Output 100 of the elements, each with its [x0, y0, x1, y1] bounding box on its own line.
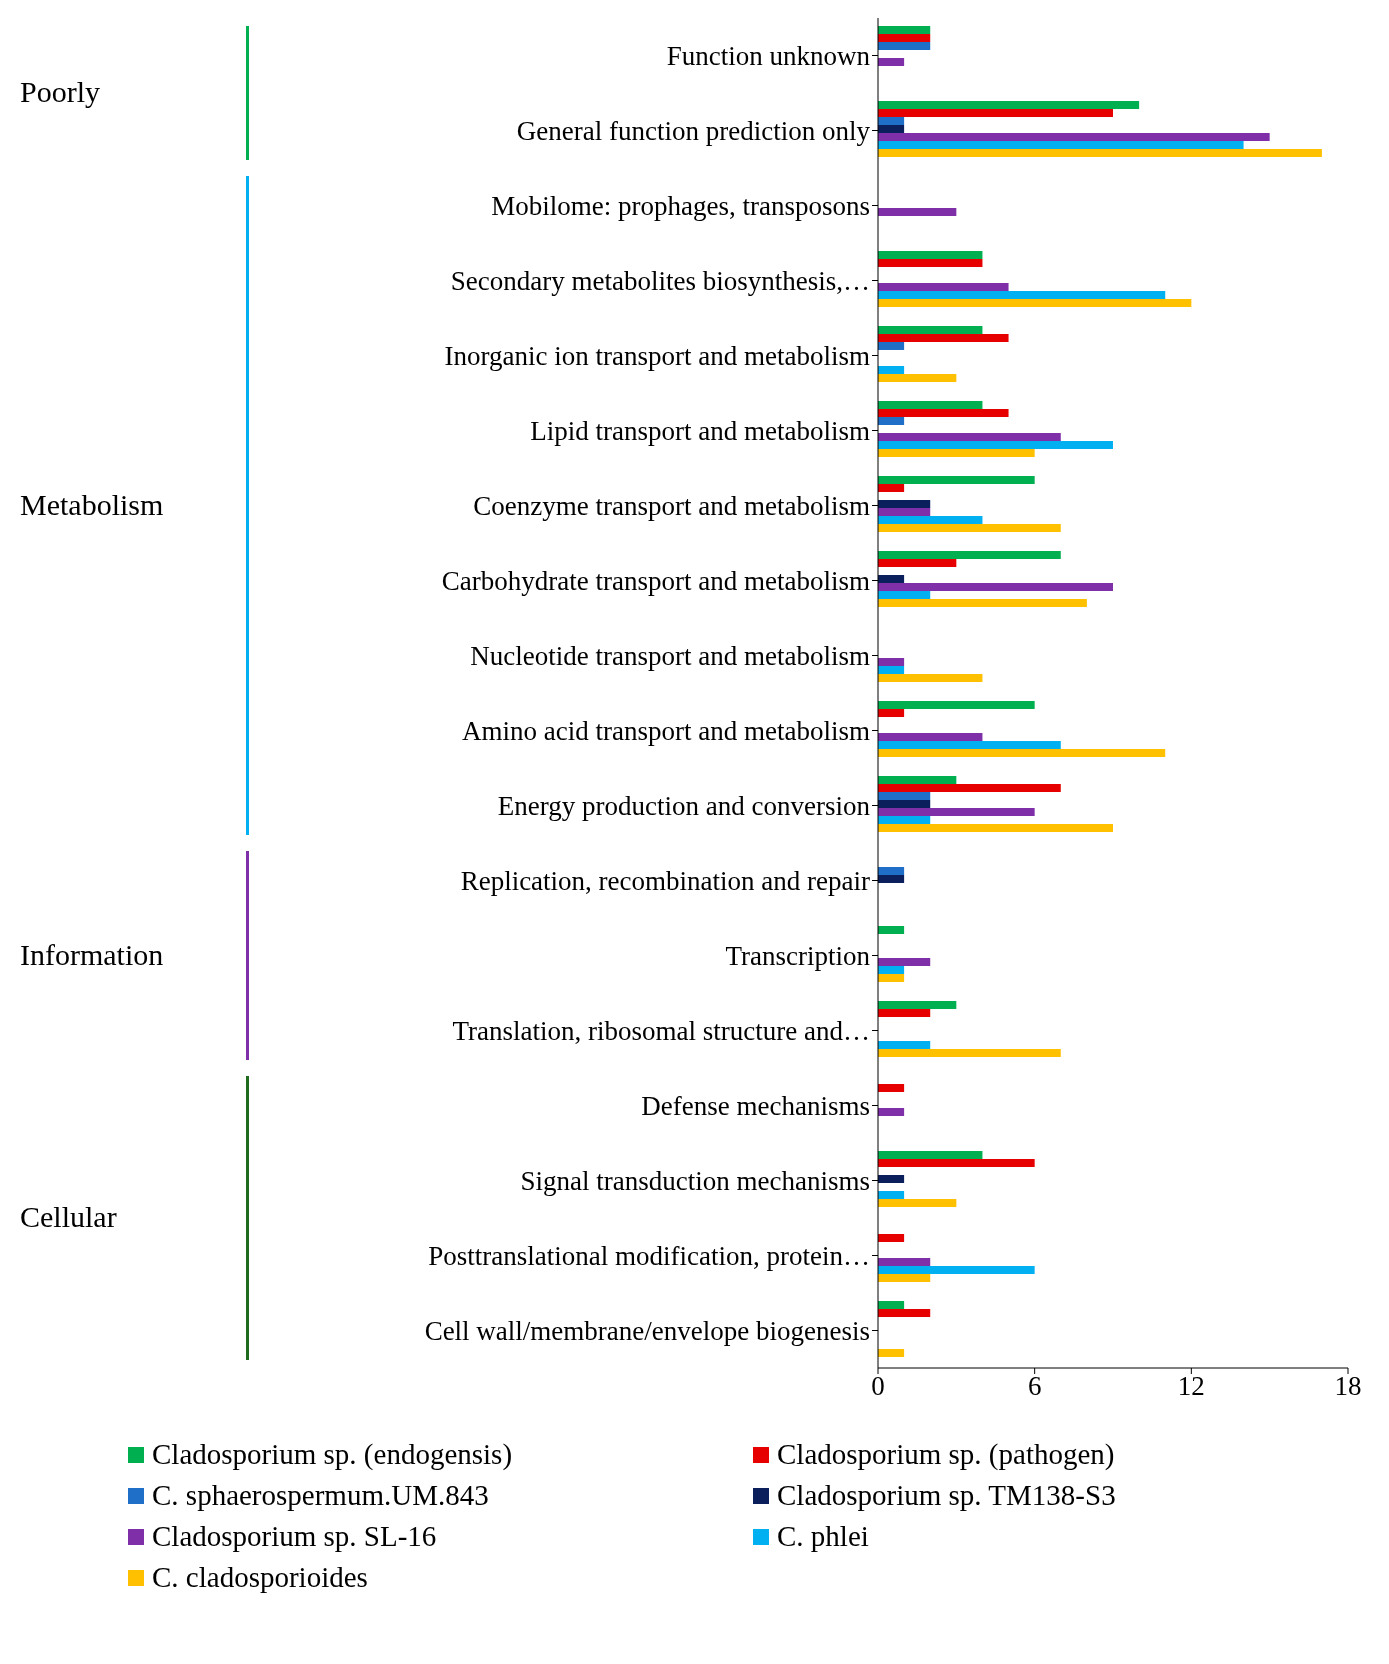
bar — [878, 1266, 1035, 1274]
legend-label: Cladosporium sp. (endogensis) — [152, 1438, 513, 1471]
bar — [878, 42, 931, 50]
bar — [878, 401, 983, 409]
bar — [878, 1009, 931, 1017]
bar — [878, 741, 1061, 749]
y-tick-label: Signal transduction mechanisms — [520, 1166, 870, 1197]
bar — [878, 366, 905, 374]
bar — [878, 926, 905, 934]
bar — [878, 342, 905, 350]
legend-label: C. phlei — [777, 1520, 869, 1553]
bar — [878, 776, 957, 784]
bar — [878, 524, 1061, 532]
y-tick-label: Secondary metabolites biosynthesis,… — [450, 266, 870, 297]
legend-label: Cladosporium sp. (pathogen) — [777, 1438, 1115, 1471]
bar — [878, 109, 1113, 117]
bar — [878, 974, 905, 982]
legend-label: C. sphaerospermum.UM.843 — [152, 1479, 489, 1512]
bar — [878, 800, 931, 808]
bar — [878, 784, 1061, 792]
bar — [878, 476, 1035, 484]
y-tick-label: Carbohydrate transport and metabolism — [441, 566, 870, 597]
bar — [878, 125, 905, 133]
bar — [878, 1159, 1035, 1167]
bar — [878, 1084, 905, 1092]
bar — [878, 291, 1166, 299]
x-tick-label: 0 — [871, 1371, 885, 1402]
bar — [878, 283, 1009, 291]
bar — [878, 259, 983, 267]
bar — [878, 733, 983, 741]
bar — [878, 516, 983, 524]
bar — [878, 1258, 931, 1266]
bar — [878, 484, 905, 492]
y-tick-label: Amino acid transport and metabolism — [462, 716, 870, 747]
bar — [878, 1301, 905, 1309]
bar — [878, 599, 1087, 607]
y-tick-label: Mobilome: prophages, transposons — [491, 191, 870, 222]
bar — [878, 709, 905, 717]
bar — [878, 417, 905, 425]
bar — [878, 1274, 931, 1282]
text: Cellular — [20, 1200, 117, 1234]
bar — [878, 966, 905, 974]
bar — [878, 500, 931, 508]
bar — [878, 208, 957, 216]
legend-label: Cladosporium sp. SL-16 — [152, 1520, 437, 1553]
bar — [878, 409, 1009, 417]
bar — [878, 1175, 905, 1183]
legend-label: C. cladosporioides — [152, 1561, 368, 1594]
bar — [878, 1041, 931, 1049]
y-tick-label: General function prediction only — [516, 116, 871, 147]
y-tick-label: Energy production and conversion — [497, 791, 871, 822]
bar — [878, 1199, 957, 1207]
bar — [878, 508, 931, 516]
x-tick-label: 6 — [1027, 1371, 1042, 1402]
bar — [878, 26, 931, 34]
y-tick-label: Replication, recombination and repair — [460, 866, 870, 897]
text: Metabolism — [20, 487, 164, 522]
bar — [878, 1349, 905, 1357]
bar — [878, 824, 1113, 832]
y-tick-label: Function unknown — [666, 41, 871, 72]
x-tick-label: 12 — [1177, 1371, 1205, 1402]
bar — [878, 117, 905, 125]
bar — [878, 1234, 905, 1242]
y-tick-label: Inorganic ion transport and metabolism — [444, 341, 870, 372]
bar — [878, 449, 1035, 457]
bar — [878, 334, 1009, 342]
bar — [878, 34, 931, 42]
bar — [878, 958, 931, 966]
bar — [878, 149, 1322, 157]
y-tick-label: Lipid transport and metabolism — [530, 416, 870, 447]
y-tick-label: Defense mechanisms — [641, 1091, 870, 1122]
bar — [878, 701, 1035, 709]
bar — [878, 374, 957, 382]
text: Poorly — [20, 75, 101, 109]
bar — [878, 1151, 983, 1159]
x-tick-label: 18 — [1334, 1371, 1362, 1402]
bar — [878, 674, 983, 682]
bar — [878, 575, 905, 583]
legend-label: Cladosporium sp. TM138-S3 — [777, 1479, 1116, 1512]
bar — [878, 867, 905, 875]
bar — [878, 141, 1244, 149]
bar — [878, 299, 1192, 307]
bar — [878, 1108, 905, 1116]
bar — [878, 666, 905, 674]
bar — [878, 251, 983, 259]
bar — [878, 875, 905, 883]
bar — [878, 658, 905, 666]
y-tick-label: Cell wall/membrane/envelope biogenesis — [424, 1316, 870, 1347]
bar — [878, 551, 1061, 559]
bar — [878, 591, 931, 599]
bar — [878, 133, 1270, 141]
y-tick-label: Posttranslational modification, protein… — [428, 1241, 870, 1272]
bar — [878, 792, 931, 800]
text: Information — [20, 937, 164, 972]
bar — [878, 1049, 1061, 1057]
bar — [878, 1001, 957, 1009]
bar — [878, 1309, 931, 1317]
y-tick-label: Coenzyme transport and metabolism — [473, 491, 870, 522]
bar — [878, 1191, 905, 1199]
bar — [878, 433, 1061, 441]
